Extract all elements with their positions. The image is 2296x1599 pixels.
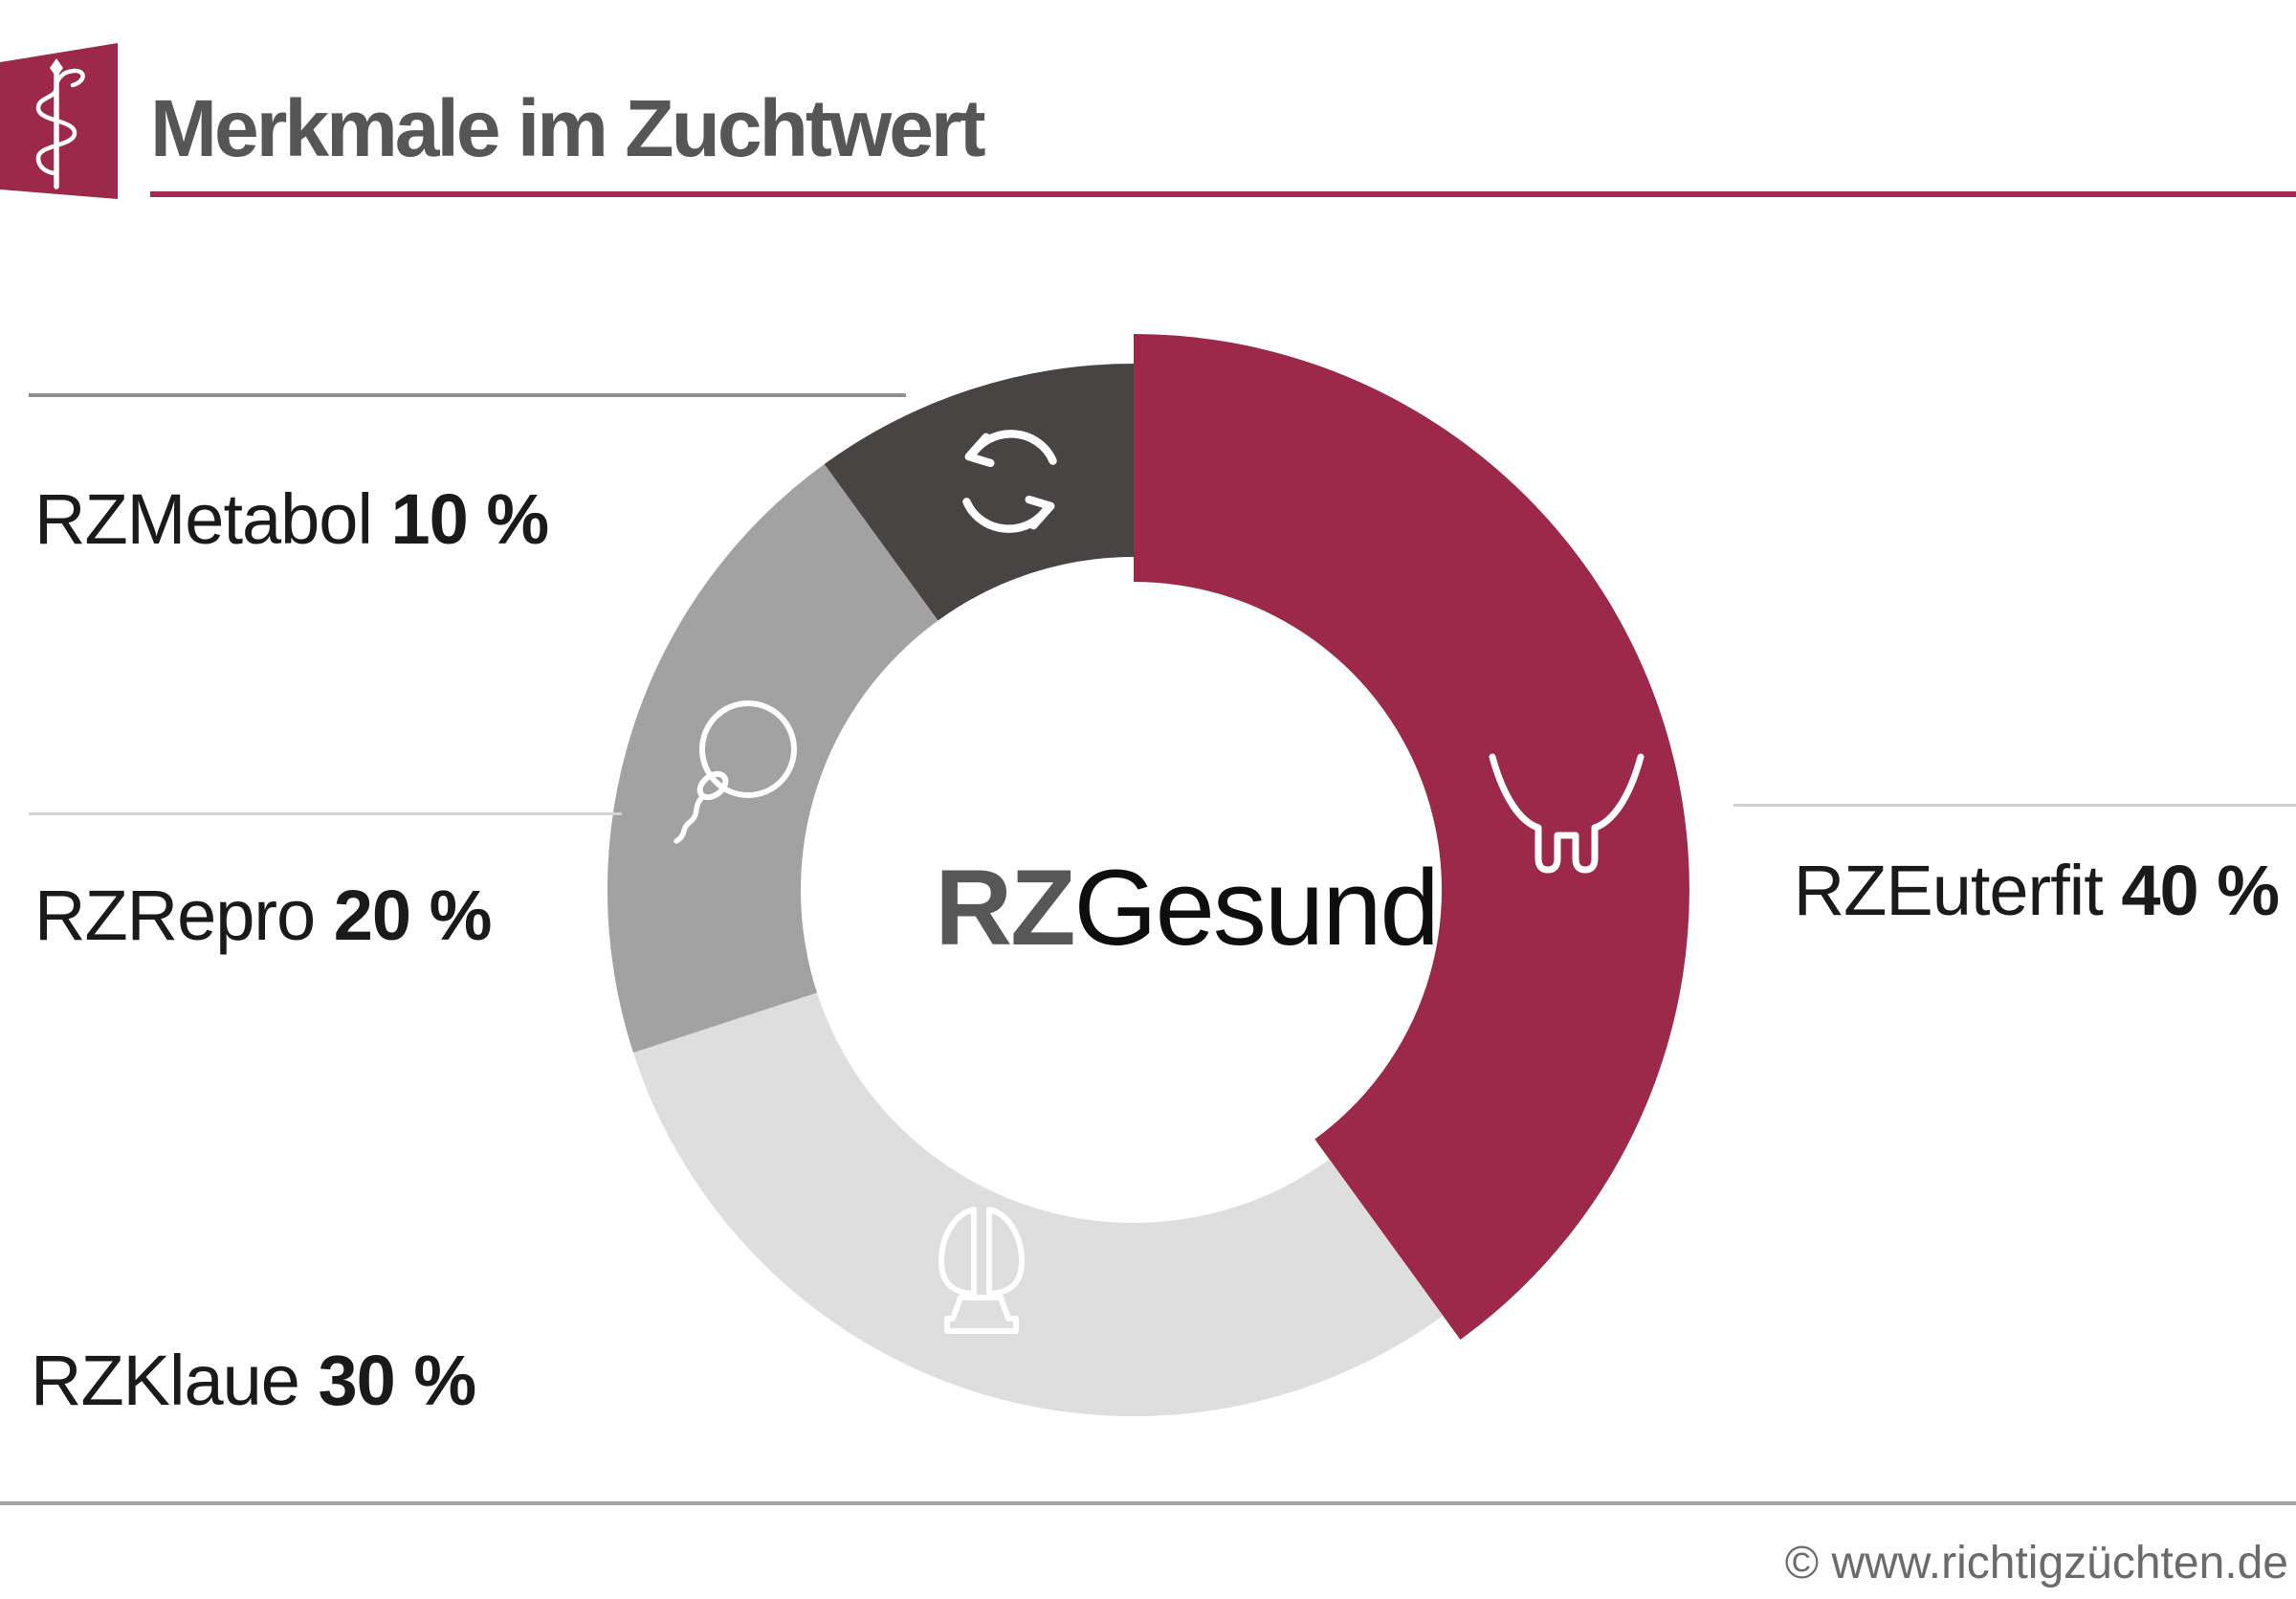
cycle-arrows-icon bbox=[962, 430, 1057, 533]
segment-percent: 40 % bbox=[2121, 851, 2280, 930]
footer-divider bbox=[0, 1501, 2296, 1505]
rzklaue-segment bbox=[632, 992, 1444, 1417]
segment-percent: 10 % bbox=[390, 479, 549, 559]
segment-percent: 30 % bbox=[318, 1341, 476, 1420]
segment-label-rzeuterfit: RZEuterfit 40 % bbox=[1793, 850, 2280, 931]
segment-name: RZRepro bbox=[34, 876, 316, 955]
center-label-gesund: Gesund bbox=[1073, 848, 1440, 967]
segment-name: RZEuterfit bbox=[1793, 851, 2104, 930]
center-label-rz: RZ bbox=[935, 848, 1075, 967]
segment-name: RZMetabol bbox=[34, 479, 373, 559]
page-title: Merkmale im Zuchtwert bbox=[150, 83, 986, 173]
chart-center-label: RZGesund bbox=[899, 855, 1473, 962]
rzmetabol-segment bbox=[824, 364, 1134, 621]
leader-line-rzmetabol bbox=[29, 393, 906, 397]
segment-name: RZKlaue bbox=[31, 1341, 300, 1420]
leader-line-rzrepro bbox=[29, 812, 622, 815]
asclepius-staff-icon bbox=[0, 43, 118, 199]
segment-label-rzmetabol: RZMetabol 10 % bbox=[34, 478, 549, 560]
rzeuterfit-segment bbox=[1134, 334, 1689, 1340]
title-underline bbox=[150, 191, 2296, 197]
egg-sperm-icon bbox=[673, 700, 797, 844]
brand-logo bbox=[0, 43, 118, 199]
udder-icon bbox=[1489, 753, 1645, 874]
segment-label-rzrepro: RZRepro 20 % bbox=[34, 875, 493, 956]
copyright-text: © www.richtigzüchten.de bbox=[1784, 1538, 2288, 1588]
segment-label-rzklaue: RZKlaue 30 % bbox=[31, 1340, 476, 1421]
rzrepro-segment bbox=[607, 464, 938, 1053]
segment-percent: 20 % bbox=[333, 876, 493, 955]
leader-line-rzeuterfit bbox=[1733, 804, 2296, 807]
hoof-icon bbox=[938, 1207, 1025, 1334]
